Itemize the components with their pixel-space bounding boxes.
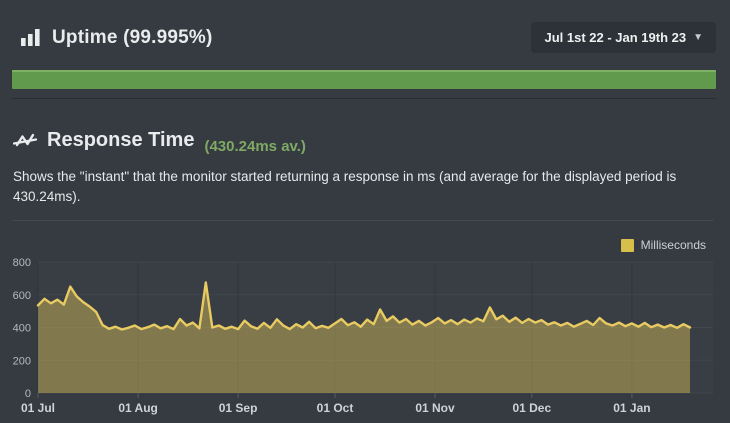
page-title: Uptime (99.995%): [52, 26, 213, 48]
x-axis-label: 01 Sep: [219, 401, 258, 415]
x-axis-label: 01 Dec: [512, 401, 551, 415]
y-axis-label: 800: [13, 257, 31, 269]
legend-swatch: [620, 238, 634, 252]
uptime-header: Uptime (99.995%) Jul 1st 22 - Jan 19th 2…: [0, 0, 730, 70]
y-axis-label: 0: [25, 388, 31, 400]
response-time-header: Response Time (430.24ms av.): [0, 99, 730, 162]
response-time-title: Response Time: [47, 129, 195, 151]
response-time-line: [36, 281, 692, 331]
chevron-down-icon: ▼: [693, 31, 703, 43]
response-time-description: Shows the "instant" that the monitor sta…: [13, 168, 677, 204]
uptime-status-bar: [12, 70, 716, 89]
response-time-title-wrap: Response Time: [13, 129, 194, 152]
y-axis-label: 600: [13, 290, 31, 302]
x-axis-label: 01 Jan: [613, 401, 650, 415]
x-axis-label: 01 Oct: [317, 401, 354, 415]
uptime-title-wrap: Uptime (99.995%): [20, 27, 213, 49]
y-axis-label: 200: [13, 355, 31, 367]
date-range-label: Jul 1st 22 - Jan 19th 23: [544, 30, 687, 45]
y-axis-label: 400: [13, 323, 31, 335]
response-time-chart-area: Milliseconds 800 600 400 200 0 01 Jul 01 Aug 01…: [0, 221, 730, 423]
bar-chart-icon: [20, 28, 41, 47]
x-axis-label: 01 Nov: [415, 401, 455, 415]
legend-label: Milliseconds: [640, 238, 706, 252]
area-fill: [38, 282, 690, 393]
response-time-average: (430.24ms av.): [204, 137, 306, 155]
date-range-dropdown[interactable]: Jul 1st 22 - Jan 19th 23 ▼: [531, 22, 716, 53]
chart-divider: [12, 220, 714, 221]
x-axis-label: 01 Aug: [118, 401, 158, 415]
section-divider: [12, 98, 716, 99]
chart-legend: Milliseconds: [620, 238, 706, 252]
response-time-chart: 800 600 400 200 001 Jul 01 Aug 01 Sep 01 Oct 01 …: [13, 257, 713, 415]
line-chart-icon: [13, 131, 37, 151]
x-axis-label: 01 Jul: [21, 401, 55, 415]
